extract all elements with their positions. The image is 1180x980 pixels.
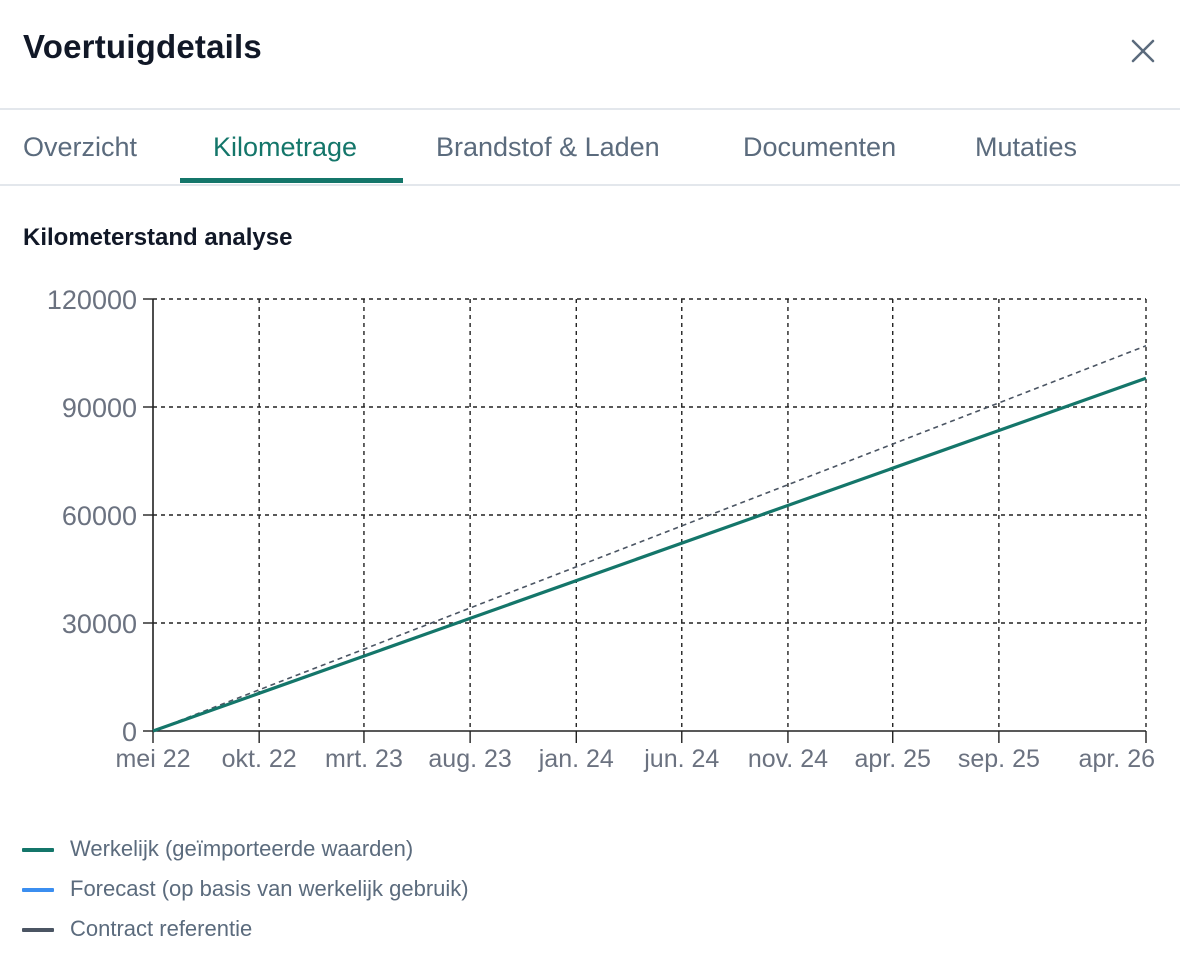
mileage-chart: 0 30000 60000 90000 120000 mei 22 okt. 22 mrt. … xyxy=(47,285,1155,773)
tab-brandstof-laden[interactable]: Brandstof & Laden xyxy=(436,132,660,162)
dialog-title: Voertuigdetails xyxy=(23,28,262,65)
y-tick-label: 60000 xyxy=(62,501,137,531)
tab-documenten[interactable]: Documenten xyxy=(743,132,897,162)
legend-label-contract: Contract referentie xyxy=(70,916,253,941)
tab-bar: Overzicht Kilometrage Brandstof & Laden … xyxy=(0,110,1180,186)
legend-label-forecast: Forecast (op basis van werkelijk gebruik… xyxy=(70,876,469,901)
x-tick-label: apr. 26 xyxy=(1079,745,1155,773)
x-tick-label: aug. 23 xyxy=(428,745,511,773)
x-tick-label: jun. 24 xyxy=(643,745,719,773)
active-tab-indicator xyxy=(180,178,403,183)
series-line-contract xyxy=(152,345,1147,732)
y-tick-label: 0 xyxy=(122,717,137,747)
y-tick-label: 120000 xyxy=(47,285,137,315)
section-title: Kilometerstand analyse xyxy=(23,224,293,251)
x-tick-label: nov. 24 xyxy=(748,745,828,773)
y-tick-label: 30000 xyxy=(62,609,137,639)
close-button[interactable] xyxy=(1124,32,1162,70)
x-tick-label: mei 22 xyxy=(115,745,190,773)
dialog-header: Voertuigdetails xyxy=(0,0,1180,110)
tab-mutaties[interactable]: Mutaties xyxy=(975,132,1078,162)
y-tick-label: 90000 xyxy=(62,393,137,423)
close-icon xyxy=(1131,39,1155,63)
tab-overzicht[interactable]: Overzicht xyxy=(23,132,138,162)
legend-swatch-forecast xyxy=(22,888,54,892)
tab-kilometrage[interactable]: Kilometrage xyxy=(213,132,358,162)
legend-label-werkelijk: Werkelijk (geïmporteerde waarden) xyxy=(70,836,414,861)
series-line-werkelijk xyxy=(152,376,1147,733)
x-tick-label: jan. 24 xyxy=(538,745,614,773)
legend-swatch-contract xyxy=(22,928,54,932)
legend-swatch-werkelijk xyxy=(22,848,54,852)
x-tick-label: mrt. 23 xyxy=(325,745,403,773)
x-tick-label: apr. 25 xyxy=(854,745,930,773)
x-tick-label: okt. 22 xyxy=(222,745,297,773)
x-tick-label: sep. 25 xyxy=(958,745,1040,773)
